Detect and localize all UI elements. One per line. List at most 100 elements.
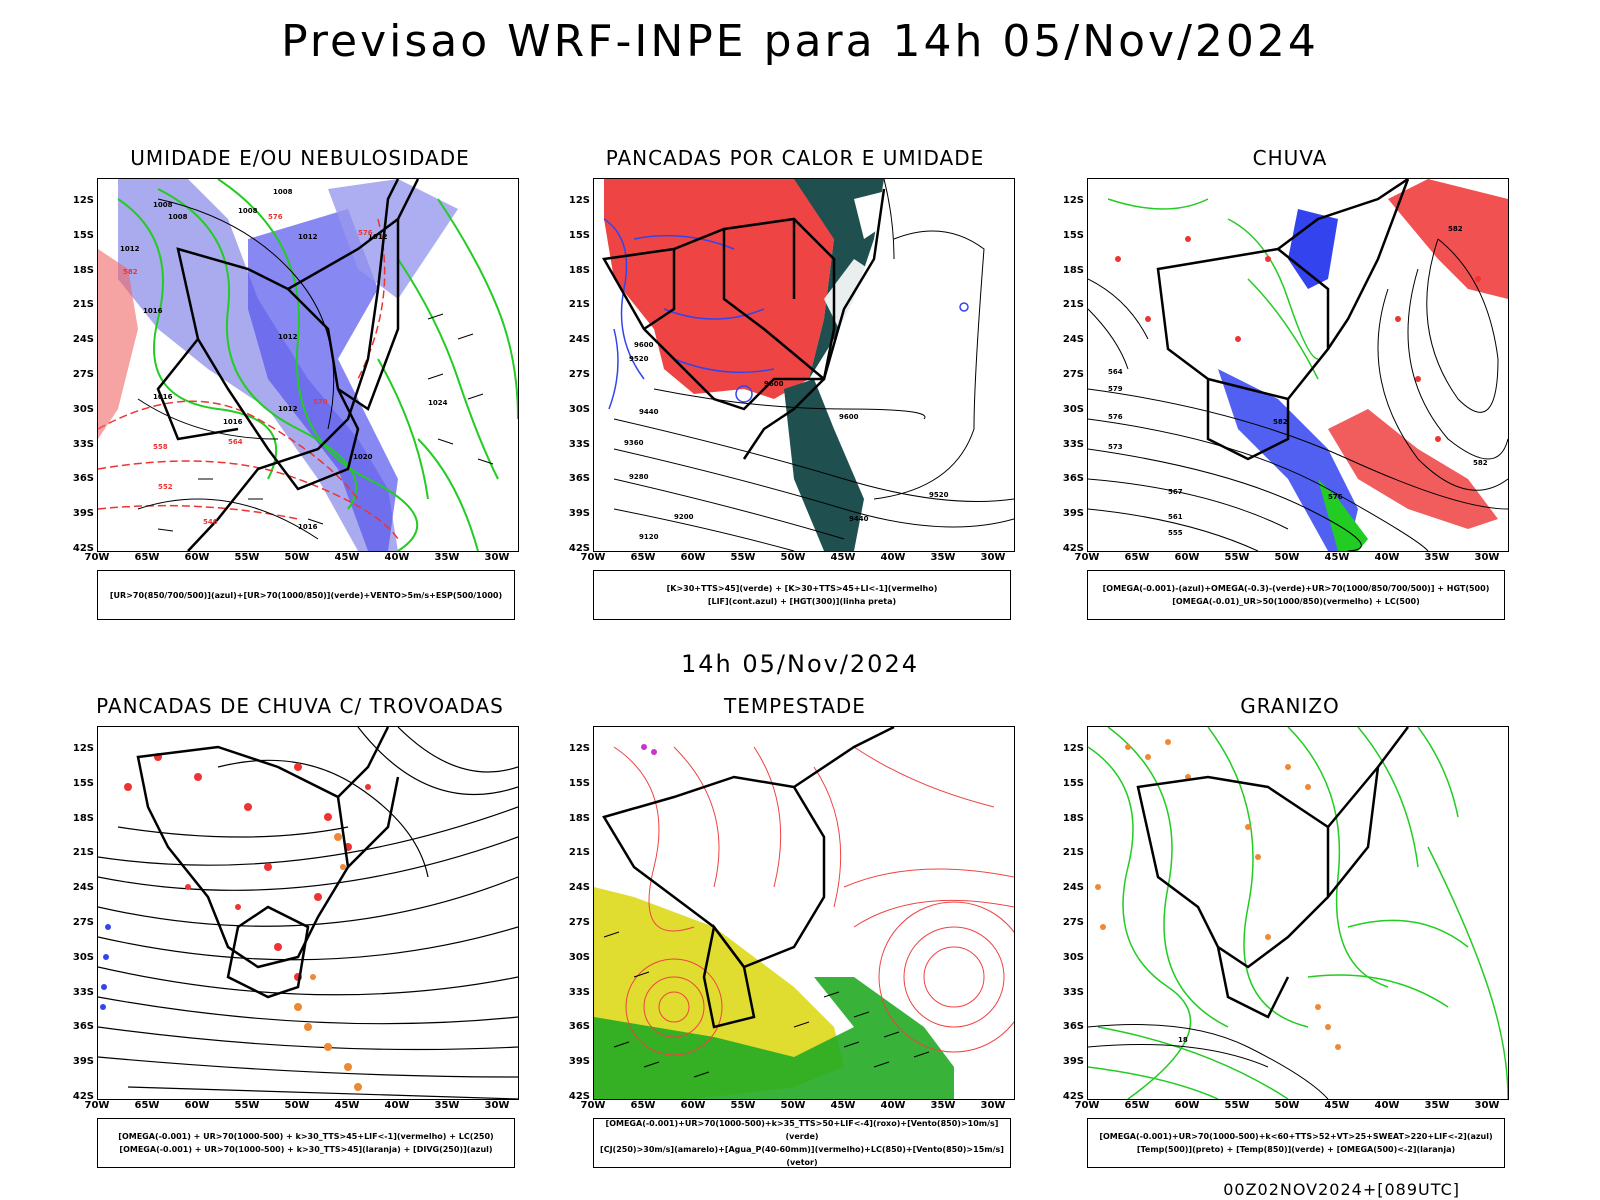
caption-line: [OMEGA(-0.001)+UR>70(1000-500)+k<60+TTS>… bbox=[1099, 1132, 1493, 1141]
lat-label: 18S bbox=[1062, 264, 1084, 276]
lat-label: 42S bbox=[1062, 543, 1084, 554]
lat-label: 33S bbox=[72, 986, 94, 998]
lon-label: 65W bbox=[1124, 1100, 1150, 1111]
lat-label: 27S bbox=[72, 917, 94, 928]
contour-label: 1008 bbox=[238, 207, 258, 215]
lat-label: 30S bbox=[72, 951, 94, 963]
divergencia-azul bbox=[100, 924, 111, 1010]
lon-label: 30W bbox=[484, 552, 510, 563]
lon-label: 50W bbox=[780, 1100, 806, 1111]
lat-label: 21S bbox=[1062, 847, 1084, 859]
umidade-alta-area bbox=[248, 209, 398, 551]
caption-line: [OMEGA(-0.001) + UR>70(1000-500) + k>30_… bbox=[118, 1132, 494, 1141]
lat-label: 30S bbox=[1062, 403, 1084, 415]
contour-label: 582 bbox=[1448, 225, 1463, 233]
contour-label: 582 bbox=[1473, 459, 1488, 467]
contour-label: 9440 bbox=[849, 515, 869, 523]
lat-label: 27S bbox=[72, 369, 94, 380]
lon-label: 40W bbox=[880, 1100, 906, 1111]
lat-label: 33S bbox=[72, 438, 94, 450]
lat-label: 30S bbox=[1062, 951, 1084, 963]
contour-label: 564 bbox=[1108, 368, 1123, 376]
panel-6-caption: [OMEGA(-0.001)+UR>70(1000-500)+k<60+TTS>… bbox=[1087, 1118, 1505, 1168]
panel-4-title: PANCADAS DE CHUVA C/ TROVOADAS bbox=[96, 694, 504, 718]
vento-vetores bbox=[157, 313, 494, 532]
lat-label: 36S bbox=[72, 1021, 94, 1033]
panel-6-title: GRANIZO bbox=[1240, 694, 1340, 718]
lon-label: 45W bbox=[334, 1100, 360, 1111]
contour-label: 9600 bbox=[634, 341, 654, 349]
contour-label: 1020 bbox=[353, 453, 373, 461]
contour-label: 555 bbox=[1168, 529, 1183, 537]
fronteiras-politicas bbox=[602, 727, 895, 1029]
lat-label: 12S bbox=[1062, 195, 1084, 206]
panel-3-contour-labels: 582 579 576 573 567 561 555 564 582 576 … bbox=[1108, 225, 1488, 537]
lat-label: 39S bbox=[72, 1056, 94, 1068]
panel-3-title: CHUVA bbox=[1252, 146, 1328, 170]
contour-label: 579 bbox=[1108, 385, 1123, 393]
lon-label: 65W bbox=[134, 1100, 160, 1111]
contour-label: 1016 bbox=[298, 523, 318, 531]
contour-label: 570 bbox=[313, 398, 328, 406]
caption-line: [OMEGA(-0.001)-(azul)+OMEGA(-0.3)-(verde… bbox=[1102, 584, 1490, 593]
lat-label: 30S bbox=[568, 403, 590, 415]
contour-label: 546 bbox=[203, 518, 218, 526]
contour-label: 567 bbox=[1168, 488, 1183, 496]
panel-5-map bbox=[593, 726, 1015, 1100]
lat-label: 36S bbox=[72, 473, 94, 485]
temp-850-contours bbox=[1088, 727, 1508, 1099]
lon-label: 30W bbox=[980, 1100, 1006, 1111]
lon-label: 55W bbox=[730, 1100, 756, 1111]
lat-label: 24S bbox=[72, 882, 94, 894]
panel-6-map: 18 bbox=[1087, 726, 1509, 1100]
contour-label: 558 bbox=[153, 443, 168, 451]
fronteiras-politicas bbox=[602, 188, 886, 460]
panel-2-contour-labels: 9600 9520 9440 9360 9280 9200 9120 9600 … bbox=[624, 341, 949, 541]
lat-label: 15S bbox=[1062, 229, 1084, 241]
lon-label: 30W bbox=[1474, 1100, 1500, 1111]
lat-label: 27S bbox=[568, 369, 590, 380]
chuva-verde-frente bbox=[1318, 479, 1368, 551]
area-estavel bbox=[824, 259, 884, 339]
lon-label: 55W bbox=[730, 552, 756, 563]
hgt-300-contours bbox=[613, 179, 1014, 551]
lat-label: 30S bbox=[72, 403, 94, 415]
hgt-500-contours bbox=[1088, 238, 1508, 551]
lat-label: 33S bbox=[568, 438, 590, 450]
panel-3-caption: [OMEGA(-0.001)-(azul)+OMEGA(-0.3)-(verde… bbox=[1087, 570, 1505, 620]
lon-label: 45W bbox=[1324, 552, 1350, 563]
panel-4-caption: [OMEGA(-0.001) + UR>70(1000-500) + k>30_… bbox=[97, 1118, 515, 1168]
panel-5-title: TEMPESTADE bbox=[724, 694, 866, 718]
umidade-media-area bbox=[118, 179, 398, 551]
contour-label: 582 bbox=[1273, 418, 1288, 426]
lat-label: 42S bbox=[72, 543, 94, 554]
lon-label: 50W bbox=[1274, 552, 1300, 563]
lat-label: 36S bbox=[568, 473, 590, 485]
lat-label: 21S bbox=[568, 299, 590, 311]
lon-label: 70W bbox=[84, 1100, 110, 1111]
panel-1-contour-labels: 1008 1008 1008 1008 1012 1012 1016 1012 … bbox=[120, 188, 448, 531]
lon-label: 35W bbox=[1424, 552, 1450, 563]
caption-line: [OMEGA(-0.001)+UR>70(1000-500)+k>35_TTS>… bbox=[605, 1119, 999, 1141]
lat-label: 33S bbox=[1062, 438, 1084, 450]
contour-label: 9360 bbox=[624, 439, 644, 447]
lat-label: 12S bbox=[568, 195, 590, 206]
lat-label: 36S bbox=[568, 1021, 590, 1033]
contour-label: 1012 bbox=[120, 245, 140, 253]
lat-label: 18S bbox=[72, 264, 94, 276]
lat-label: 21S bbox=[72, 299, 94, 311]
contour-label: 576 bbox=[1328, 493, 1343, 501]
area-estavel-2 bbox=[854, 189, 894, 239]
panel-4-map bbox=[97, 726, 519, 1100]
lat-label: 42S bbox=[72, 1091, 94, 1102]
contour-label: 1016 bbox=[143, 307, 163, 315]
caption-line: [OMEGA(-0.01)_UR>50(1000/850)(vermelho) … bbox=[1172, 597, 1420, 606]
lat-label: 12S bbox=[1062, 743, 1084, 754]
lon-label: 65W bbox=[630, 1100, 656, 1111]
lon-label: 65W bbox=[1124, 552, 1150, 563]
contour-label: 9600 bbox=[839, 413, 859, 421]
lat-label: 15S bbox=[72, 229, 94, 241]
lif-contours bbox=[603, 218, 969, 410]
lat-label: 15S bbox=[568, 777, 590, 789]
lat-label: 21S bbox=[1062, 299, 1084, 311]
